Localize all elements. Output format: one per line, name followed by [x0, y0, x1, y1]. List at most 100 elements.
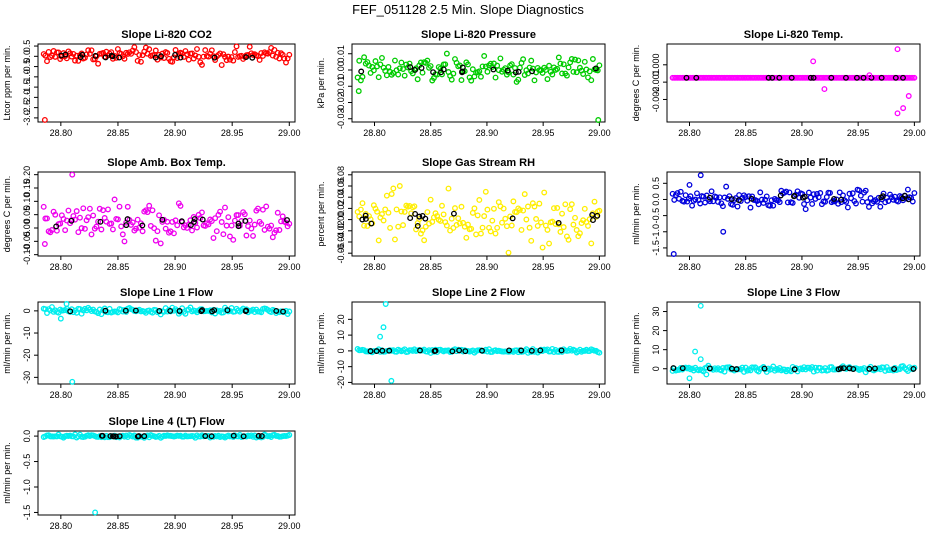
data-point — [133, 49, 139, 56]
data-point — [862, 187, 869, 194]
data-point — [149, 207, 156, 214]
x-tick-label: 28.80 — [678, 128, 701, 138]
data-point — [124, 203, 131, 210]
y-axis-label: Ltcor ppm per min. — [2, 45, 12, 120]
data-point — [674, 190, 681, 196]
x-tick-label: 28.85 — [734, 262, 757, 272]
data-point — [129, 219, 136, 226]
data-point — [520, 56, 527, 63]
data-point-black — [412, 210, 419, 217]
data-point — [521, 191, 528, 198]
x-tick-label: 28.90 — [476, 390, 499, 400]
data-point-black — [891, 366, 898, 372]
data-point-black — [284, 217, 290, 223]
x-tick-label: 29.00 — [903, 128, 926, 138]
data-point — [276, 227, 283, 233]
data-point — [421, 237, 428, 244]
data-point-black — [273, 307, 280, 314]
data-point-black — [249, 54, 256, 61]
data-point — [694, 190, 700, 197]
data-point-black — [449, 348, 456, 355]
data-point — [213, 228, 220, 235]
data-point — [377, 61, 384, 68]
x-tick-label: 28.80 — [363, 390, 386, 400]
x-tick-label: 28.90 — [164, 262, 187, 272]
data-point — [450, 224, 457, 231]
data-point — [510, 198, 517, 205]
data-point — [476, 68, 483, 75]
data-point — [385, 209, 392, 216]
data-point — [72, 57, 78, 64]
data-point — [469, 66, 476, 73]
panel-title: Slope Gas Stream RH — [422, 157, 535, 169]
data-point — [456, 220, 463, 227]
data-point — [116, 203, 123, 210]
data-point — [458, 77, 465, 84]
data-point — [539, 69, 546, 76]
data-point — [80, 205, 87, 212]
data-point — [570, 221, 577, 228]
data-point — [278, 218, 284, 225]
x-tick-label: 28.80 — [50, 390, 73, 400]
y-tick-label: 0.00 — [336, 61, 346, 79]
data-point — [81, 225, 88, 232]
data-point — [581, 205, 588, 212]
data-point — [44, 215, 50, 222]
data-point-outlier — [670, 251, 677, 257]
data-point-black — [422, 215, 429, 222]
data-point — [492, 230, 499, 237]
data-point-black — [242, 218, 249, 224]
panel-3: Slope Li-820 Temp. degrees C per min. 28.8… — [631, 29, 926, 138]
x-tick-label: 29.00 — [588, 128, 611, 138]
data-point-outlier — [900, 105, 907, 112]
data-point-black — [97, 218, 104, 225]
data-point-black — [386, 347, 393, 354]
data-point — [230, 236, 237, 243]
data-point-black — [456, 347, 463, 354]
data-point-outlier — [905, 93, 912, 99]
data-point-black — [853, 74, 860, 81]
data-point-black — [158, 53, 164, 60]
data-point-black — [828, 74, 835, 81]
panel-4: Slope Amb. Box Temp. degrees C per min. 28… — [2, 157, 301, 272]
data-point-black — [178, 218, 185, 225]
data-point — [541, 189, 548, 196]
y-tick-label: -1.5 — [651, 240, 661, 256]
data-point-black — [900, 74, 906, 81]
data-point — [146, 202, 153, 209]
data-point-black — [243, 54, 250, 61]
panel-title: Slope Li-820 Temp. — [744, 29, 843, 41]
data-point — [523, 216, 530, 223]
data-point — [719, 203, 726, 210]
data-point — [568, 56, 575, 62]
data-point-outlier — [810, 58, 817, 65]
panel-7: Slope Line 1 Flow ml/min per min. 28.80 28.… — [2, 287, 301, 400]
data-point — [671, 196, 678, 203]
data-point — [218, 219, 225, 225]
data-point-outlier — [595, 117, 602, 123]
y-tick-label: -2.0 — [22, 90, 32, 106]
data-point — [827, 190, 833, 196]
data-point — [911, 190, 918, 197]
data-point — [152, 237, 159, 244]
y-tick-label: 0.0 — [22, 50, 32, 63]
data-point-black — [358, 68, 365, 75]
data-point — [138, 58, 144, 65]
data-point — [856, 187, 863, 194]
data-point-outlier — [697, 172, 704, 179]
x-tick-label: 28.95 — [221, 390, 244, 400]
data-point-outlier — [821, 86, 828, 93]
data-point-black — [509, 215, 516, 222]
x-tick-label: 28.85 — [734, 128, 757, 138]
data-point — [565, 236, 572, 243]
data-point-black — [706, 194, 713, 201]
data-point — [177, 202, 184, 209]
data-point-black — [258, 433, 265, 440]
data-point-black — [736, 197, 742, 204]
data-point-outlier — [720, 228, 727, 235]
data-point — [73, 208, 80, 215]
y-tick-label: 0.20 — [22, 166, 32, 184]
data-point — [554, 65, 561, 72]
data-point — [801, 201, 807, 207]
data-point — [570, 68, 577, 75]
